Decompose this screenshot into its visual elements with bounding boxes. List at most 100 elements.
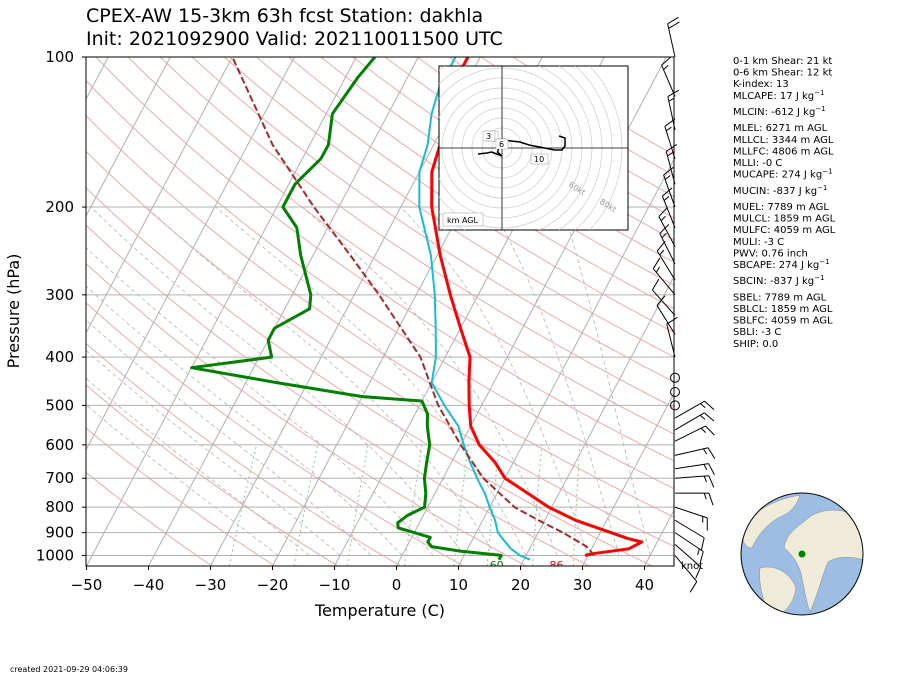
wind-barb-half-flag bbox=[700, 403, 706, 409]
parcel-profile bbox=[231, 57, 596, 557]
x-tick-label: 30 bbox=[573, 576, 592, 594]
parameter-unit-superscript: −1 bbox=[817, 184, 827, 192]
isotherm-line bbox=[86, 57, 357, 566]
isotherm-line bbox=[148, 57, 419, 566]
parameter-line: MLLI: -0 C bbox=[733, 158, 782, 169]
parameter-line: MLEL: 6271 m AGL bbox=[733, 123, 828, 134]
wind-barb-staff bbox=[667, 96, 676, 130]
parameter-unit-superscript: −1 bbox=[815, 105, 825, 113]
chart-title-line-1: CPEX-AW 15-3km 63h fcst Station: dakhla bbox=[86, 5, 484, 27]
wind-barb-staff bbox=[674, 400, 705, 419]
temperature-profile bbox=[430, 57, 644, 557]
x-tick-label: 10 bbox=[449, 576, 468, 594]
dry-adiabat bbox=[191, 57, 674, 383]
wind-barb-flag bbox=[705, 425, 715, 436]
moist-adiabat bbox=[86, 404, 279, 556]
dry-adiabat bbox=[127, 57, 674, 435]
x-tick-label: −40 bbox=[133, 576, 165, 594]
wind-barb-flag bbox=[667, 16, 679, 25]
wind-barb-calm bbox=[670, 372, 680, 383]
parameter-line: MLCAPE: 17 J kg−1 bbox=[733, 89, 824, 102]
wind-barb-half-flag bbox=[661, 232, 667, 239]
wind-barb-flag bbox=[708, 493, 714, 506]
mixing-ratio-line bbox=[486, 444, 500, 566]
dry-adiabat bbox=[86, 262, 527, 566]
hodograph-height-label: 6 bbox=[499, 140, 504, 149]
plot-frame bbox=[85, 56, 675, 567]
x-axis-label: Temperature (C) bbox=[314, 601, 445, 620]
wind-barb-staff bbox=[674, 447, 709, 456]
parameter-line: MLCIN: -612 J kg−1 bbox=[733, 105, 826, 118]
wind-barbs bbox=[651, 16, 716, 593]
mixing-ratio-line bbox=[404, 444, 423, 566]
wind-barb-calm bbox=[670, 386, 680, 397]
surface-temperature-label: 86 bbox=[549, 559, 563, 572]
y-tick-label: 800 bbox=[45, 498, 74, 516]
dry-adiabat bbox=[86, 114, 674, 518]
wetbulb-profile bbox=[418, 57, 531, 561]
wind-barb-half-flag bbox=[660, 215, 666, 222]
parameter-line: SBLCL: 1859 m AGL bbox=[733, 304, 833, 315]
parameter-line: SBLI: -3 C bbox=[733, 327, 781, 338]
wind-barb-half-flag bbox=[703, 464, 708, 471]
wind-barb-staff bbox=[656, 250, 676, 281]
wind-barb-half-flag bbox=[700, 427, 706, 433]
wind-barb-flag bbox=[659, 224, 670, 234]
wind-barb-flag bbox=[661, 56, 672, 66]
dry-adiabat bbox=[86, 187, 653, 566]
wind-barb-half-flag bbox=[668, 97, 675, 102]
wind-barb-staff bbox=[667, 23, 676, 58]
hodograph-legend-box bbox=[442, 212, 484, 227]
parameter-line: MULFC: 4059 m AGL bbox=[733, 225, 836, 236]
parameter-line: MLLCL: 3344 m AGL bbox=[733, 135, 834, 146]
wind-barb-flag bbox=[664, 118, 676, 127]
dewpoint-profile bbox=[190, 57, 503, 561]
hodograph-inset: 60kt80kt13610km AGL bbox=[438, 65, 629, 231]
moist-adiabat bbox=[400, 206, 589, 556]
wind-barb-flag bbox=[667, 89, 680, 98]
mixing-ratio-line bbox=[453, 444, 469, 566]
isotherm-line bbox=[86, 57, 171, 218]
y-tick-label: 300 bbox=[45, 286, 74, 304]
x-tick-label: −10 bbox=[319, 576, 351, 594]
globe-north-america bbox=[741, 494, 801, 549]
moist-adiabat bbox=[561, 206, 651, 556]
dry-adiabat bbox=[223, 57, 674, 358]
mixing-ratio-line bbox=[346, 444, 369, 566]
wind-barb-staff bbox=[665, 151, 676, 185]
wind-barb-staff bbox=[666, 323, 676, 358]
hodograph-height-box bbox=[482, 130, 496, 142]
wind-barb-staff bbox=[674, 519, 705, 539]
wind-barb-flag bbox=[700, 537, 705, 551]
wind-barb-half-flag bbox=[664, 175, 671, 180]
parameter-line: 0-1 km Shear: 21 kt bbox=[733, 56, 832, 67]
station-marker bbox=[798, 550, 806, 558]
wind-barb-flag bbox=[708, 463, 715, 476]
wind-barb-half-flag bbox=[659, 249, 665, 256]
wind-barb-half-flag bbox=[663, 196, 670, 201]
wind-barb-half-flag bbox=[665, 126, 672, 132]
wind-barb-staff bbox=[658, 216, 676, 247]
wind-barb-staff bbox=[674, 475, 709, 479]
wind-barb-half-flag bbox=[703, 475, 708, 483]
globe-africa-europe bbox=[783, 509, 863, 613]
x-tick-label: 40 bbox=[635, 576, 654, 594]
wind-barb-flag bbox=[668, 21, 680, 29]
wind-barb-half-flag bbox=[697, 548, 700, 556]
dry-adiabat bbox=[86, 427, 276, 566]
wind-barb-flag bbox=[704, 412, 715, 422]
dry-adiabat bbox=[288, 57, 674, 310]
wind-barb-half-flag bbox=[667, 152, 674, 157]
y-tick-label: 400 bbox=[45, 348, 74, 366]
wind-barb-half-flag bbox=[703, 448, 708, 455]
wind-barb-flag bbox=[662, 187, 673, 197]
wind-barb-staff bbox=[656, 305, 676, 335]
y-tick-label: 700 bbox=[45, 469, 74, 487]
wind-barb-staff bbox=[661, 65, 676, 97]
moist-adiabat bbox=[86, 377, 310, 556]
wind-barb-staff bbox=[652, 289, 676, 316]
dry-adiabat bbox=[86, 384, 338, 566]
wind-barb-half-flag bbox=[655, 266, 661, 273]
parameter-line: SHIP: 0.0 bbox=[733, 339, 778, 350]
